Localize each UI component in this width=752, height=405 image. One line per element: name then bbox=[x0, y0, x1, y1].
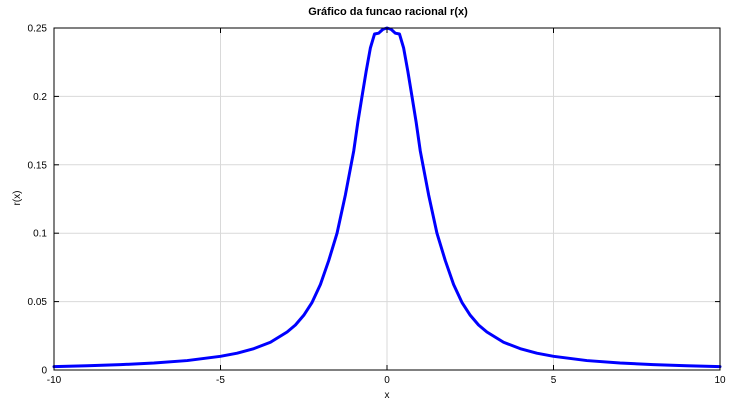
data-point bbox=[253, 348, 255, 350]
data-point bbox=[120, 364, 122, 366]
data-point bbox=[86, 365, 88, 367]
data-point bbox=[369, 47, 371, 49]
data-point bbox=[286, 331, 288, 333]
data-point bbox=[519, 348, 521, 350]
data-point bbox=[469, 314, 471, 316]
data-point bbox=[365, 70, 367, 72]
y-tick-label: 0.2 bbox=[33, 92, 47, 103]
data-point bbox=[411, 95, 413, 97]
data-point bbox=[153, 362, 155, 364]
data-point bbox=[382, 28, 384, 30]
x-tick-label: 5 bbox=[551, 375, 557, 386]
data-point bbox=[311, 301, 313, 304]
data-point bbox=[415, 121, 417, 123]
data-point bbox=[477, 324, 480, 326]
data-point bbox=[353, 150, 355, 152]
chart-title: Gráfico da funcao racional r(x) bbox=[308, 6, 468, 18]
data-point bbox=[403, 47, 405, 49]
data-point bbox=[686, 365, 688, 367]
data-point bbox=[236, 352, 238, 354]
y-tick-label: 0 bbox=[41, 366, 47, 377]
data-point bbox=[219, 355, 222, 357]
data-point bbox=[336, 232, 338, 234]
data-point bbox=[461, 301, 463, 304]
data-point bbox=[378, 32, 380, 34]
y-axis-label: r(x) bbox=[12, 191, 23, 206]
data-point bbox=[186, 359, 188, 362]
data-point bbox=[390, 28, 392, 30]
data-point bbox=[453, 283, 455, 286]
data-point bbox=[444, 259, 446, 262]
grid bbox=[54, 28, 720, 370]
data-point bbox=[357, 121, 359, 123]
data-point bbox=[394, 32, 396, 34]
data-point bbox=[552, 355, 555, 357]
data-point bbox=[373, 33, 376, 35]
data-point bbox=[294, 324, 297, 326]
x-tick-label: 10 bbox=[714, 375, 726, 386]
data-point bbox=[269, 341, 272, 343]
data-point bbox=[419, 150, 421, 152]
x-axis-label: x bbox=[385, 390, 390, 401]
data-point bbox=[502, 341, 505, 343]
y-tick-label: 0.05 bbox=[28, 297, 48, 308]
data-point bbox=[328, 259, 330, 262]
data-point bbox=[428, 194, 430, 196]
data-point bbox=[486, 331, 488, 333]
data-point bbox=[586, 359, 588, 362]
x-tick-label: -10 bbox=[47, 375, 62, 386]
y-tick-label: 0.1 bbox=[33, 229, 47, 240]
data-point bbox=[536, 352, 538, 354]
data-point bbox=[407, 70, 409, 72]
data-point bbox=[303, 314, 305, 316]
data-point bbox=[436, 232, 438, 234]
data-point bbox=[319, 283, 321, 286]
y-tick-label: 0.25 bbox=[28, 24, 48, 35]
y-tick-label: 0.15 bbox=[28, 160, 48, 171]
data-point bbox=[398, 33, 401, 35]
ticks: -10 -5 0 5 10 0 0.05 0.1 0.15 0.2 0.25 bbox=[28, 24, 726, 387]
data-point bbox=[361, 95, 363, 97]
x-tick-label: 0 bbox=[384, 375, 390, 386]
data-point bbox=[344, 194, 346, 196]
data-point bbox=[652, 364, 655, 366]
x-tick-label: -5 bbox=[216, 375, 225, 386]
data-point bbox=[619, 362, 621, 364]
